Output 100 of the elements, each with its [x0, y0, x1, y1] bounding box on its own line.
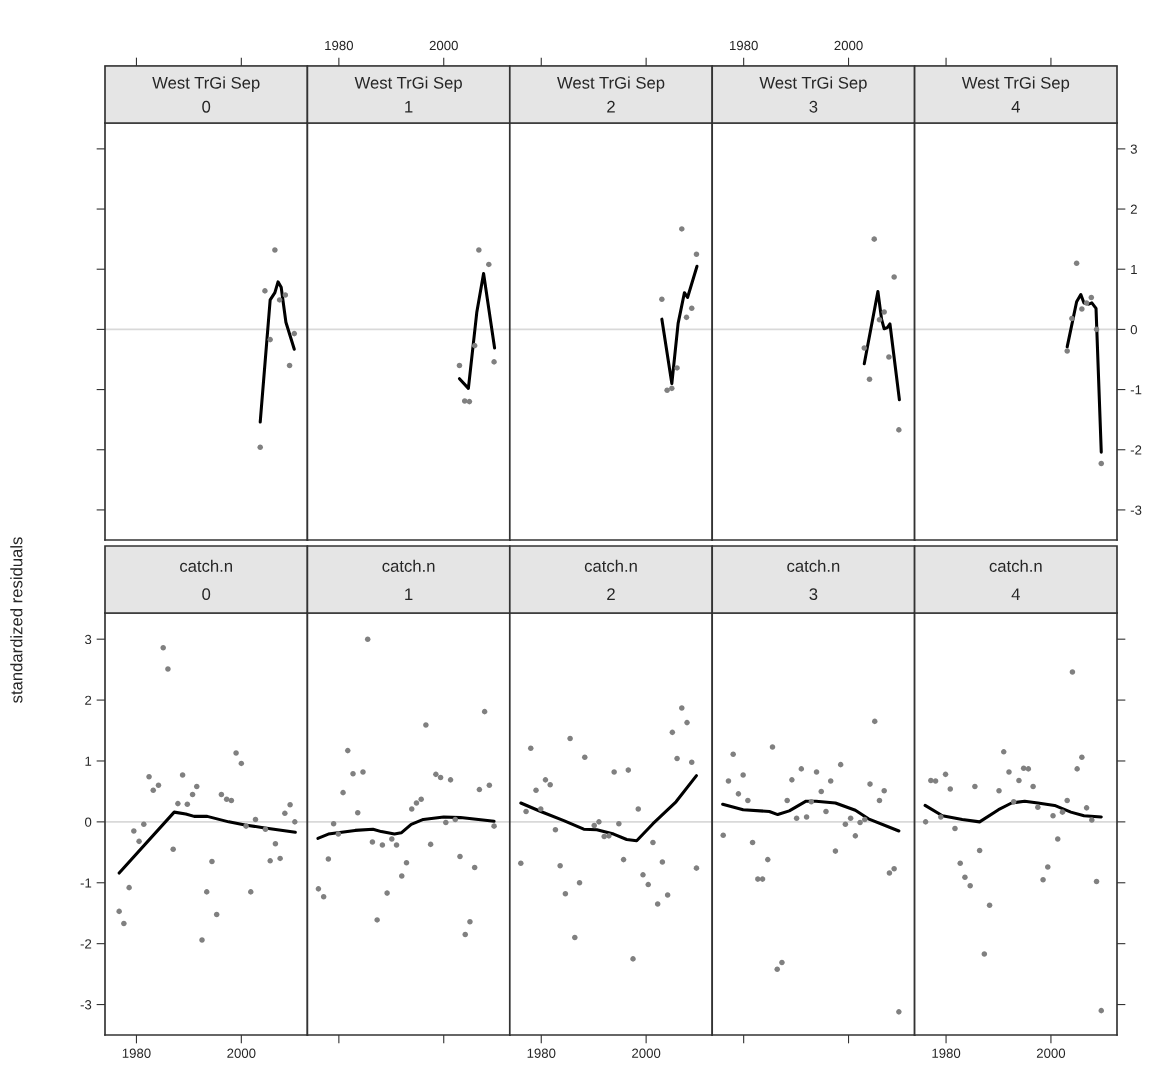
point [674, 755, 680, 762]
point [243, 823, 249, 829]
point [735, 791, 742, 797]
point [155, 782, 162, 789]
point [262, 826, 269, 832]
y-axis-title: standardized residuals [10, 537, 23, 703]
point [562, 890, 569, 897]
point [635, 806, 642, 812]
point [528, 745, 534, 751]
chart-title: West TrGi Sep [557, 76, 665, 93]
point [808, 799, 815, 805]
point [606, 833, 612, 839]
chart-title: West TrGi Sep [961, 76, 1070, 93]
point [282, 810, 288, 817]
point [620, 856, 627, 863]
point [688, 759, 695, 765]
point [789, 777, 795, 783]
point [481, 708, 488, 715]
point [679, 226, 685, 232]
point [1069, 669, 1076, 675]
point [650, 839, 656, 846]
point [784, 797, 790, 804]
point [277, 855, 283, 862]
point [630, 956, 636, 962]
point [582, 754, 588, 761]
point [466, 398, 473, 405]
point [611, 769, 617, 775]
point [476, 786, 483, 793]
point [1050, 813, 1056, 819]
point [896, 427, 902, 433]
y-tick-label: -2 [1130, 445, 1142, 455]
point [740, 772, 746, 778]
x-tick-label: 2000 [632, 1048, 661, 1058]
chart-subtitle: 0 [202, 100, 211, 113]
point [962, 874, 968, 881]
point [345, 747, 351, 754]
point [827, 778, 834, 784]
point [228, 797, 235, 804]
y-tick-label: 3 [1130, 144, 1137, 154]
x-tick-label: 2000 [834, 40, 863, 51]
point [866, 376, 873, 383]
x-tick-label: 2000 [1036, 1048, 1066, 1058]
point [1093, 878, 1100, 885]
point [1098, 1007, 1105, 1014]
point [891, 274, 897, 280]
point [136, 838, 142, 845]
line-series [117, 810, 297, 875]
point [437, 774, 444, 781]
point [871, 236, 877, 242]
point [447, 777, 454, 783]
point [683, 314, 690, 321]
point [857, 819, 863, 826]
point [131, 828, 137, 834]
point [379, 842, 386, 848]
point [282, 292, 289, 298]
point [523, 808, 529, 815]
point [881, 788, 887, 794]
point [175, 800, 181, 807]
point [126, 884, 132, 891]
point [462, 931, 469, 938]
point [1035, 804, 1041, 811]
x-tick-label: 1980 [325, 40, 354, 51]
point [730, 751, 736, 758]
point [1000, 749, 1007, 755]
point [218, 791, 225, 798]
chart-title: catch.n [584, 559, 637, 572]
point [669, 729, 676, 736]
point [996, 788, 1002, 794]
point [779, 959, 785, 966]
y-tick-label: -2 [80, 939, 92, 949]
point [720, 832, 726, 839]
point [471, 864, 478, 871]
y-tick-label: -3 [1130, 505, 1142, 515]
chart-title: catch.n [989, 559, 1042, 572]
point [947, 786, 954, 792]
chart-subtitle: 1 [405, 101, 413, 113]
point [330, 820, 337, 827]
point [818, 788, 825, 795]
point [684, 719, 690, 726]
point [213, 911, 220, 918]
y-tick-label: 3 [84, 634, 92, 645]
point [688, 305, 695, 312]
point [141, 821, 147, 828]
point [1074, 766, 1080, 772]
point [842, 821, 849, 828]
chart-subtitle: 3 [809, 588, 818, 601]
point [443, 819, 449, 826]
point [223, 796, 230, 803]
point [252, 816, 259, 823]
point [1079, 306, 1085, 312]
point [861, 345, 868, 351]
point [725, 778, 732, 784]
point [408, 806, 415, 812]
point [1064, 348, 1070, 354]
point [1010, 799, 1017, 805]
point [1079, 754, 1085, 761]
chart-subtitle: 3 [809, 100, 818, 113]
point [418, 796, 424, 803]
point [886, 870, 893, 876]
point [179, 772, 186, 778]
